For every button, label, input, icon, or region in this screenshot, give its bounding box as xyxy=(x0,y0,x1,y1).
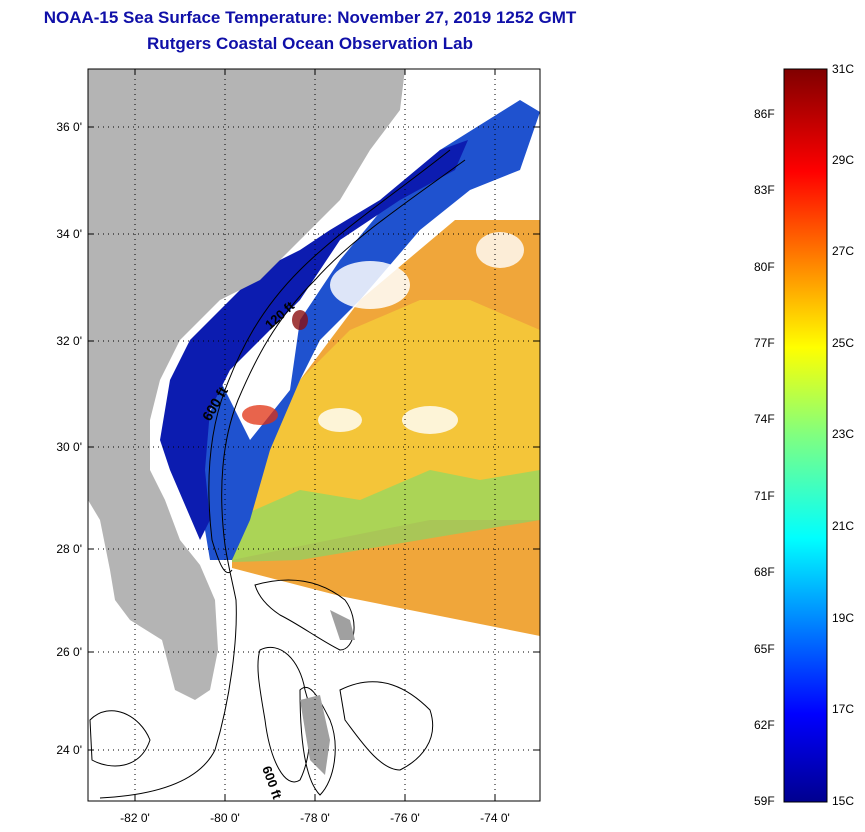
lat-label: 34 0' xyxy=(56,227,82,241)
sst-coastal-cold xyxy=(200,100,540,560)
colorbar-label-f: 62F xyxy=(754,718,775,732)
map-title: NOAA-15 Sea Surface Temperature: Novembe… xyxy=(43,8,577,27)
lat-label: 30 0' xyxy=(56,440,82,454)
cloud-gap xyxy=(476,232,524,268)
colorbar-label-c: 23C xyxy=(832,427,855,441)
sst-nearshore-dark xyxy=(160,140,468,540)
map-area: 120 ft 600 ft 600 ft xyxy=(88,69,540,802)
colorbar-label-f: 86F xyxy=(754,107,775,121)
colorbar-label-f: 65F xyxy=(754,642,775,656)
lat-label: 24 0' xyxy=(56,743,82,757)
colorbar-label-c: 29C xyxy=(832,153,855,167)
colorbar-label-c: 21C xyxy=(832,519,855,533)
lon-label: -76 0' xyxy=(390,811,420,825)
colorbar-label-f: 77F xyxy=(754,336,775,350)
contour-label-600ft-south: 600 ft xyxy=(259,764,285,802)
lat-label: 32 0' xyxy=(56,334,82,348)
lat-label: 36 0' xyxy=(56,120,82,134)
map-subtitle: Rutgers Coastal Ocean Observation Lab xyxy=(147,34,473,53)
map-frame xyxy=(87,68,541,802)
colorbar-label-f: 71F xyxy=(754,489,775,503)
colorbar-label-c: 31C xyxy=(832,62,855,76)
lon-label: -80 0' xyxy=(210,811,240,825)
lon-label: -78 0' xyxy=(300,811,330,825)
colorbar-label-f: 68F xyxy=(754,565,775,579)
graticule xyxy=(88,69,540,801)
colorbar xyxy=(783,68,828,803)
lon-label: -74 0' xyxy=(480,811,510,825)
bahamas-land xyxy=(300,610,355,775)
cloud-gap xyxy=(318,408,362,432)
colorbar-label-f: 80F xyxy=(754,260,775,274)
lat-label: 26 0' xyxy=(56,645,82,659)
colorbar-label-f: 74F xyxy=(754,412,775,426)
warm-streak xyxy=(292,310,308,330)
land-us-southeast xyxy=(88,69,405,700)
lat-label: 28 0' xyxy=(56,542,82,556)
cloud-gap xyxy=(330,261,410,309)
cloud-gap xyxy=(402,406,458,434)
warm-streak xyxy=(242,405,278,425)
colorbar-label-c: 25C xyxy=(832,336,855,350)
colorbar-label-f: 59F xyxy=(754,794,775,808)
frame-ticks xyxy=(88,69,540,801)
colorbar-label-f: 83F xyxy=(754,183,775,197)
colorbar-label-c: 27C xyxy=(832,244,855,258)
colorbar-label-c: 17C xyxy=(832,702,855,716)
contour-120ft xyxy=(208,149,451,573)
contour-600ft xyxy=(99,159,466,799)
bathymetry-contours xyxy=(89,579,434,796)
sst-swath-green xyxy=(232,470,540,562)
lon-label: -82 0' xyxy=(120,811,150,825)
colorbar-label-c: 15C xyxy=(832,794,855,808)
colorbar-label-c: 19C xyxy=(832,611,855,625)
